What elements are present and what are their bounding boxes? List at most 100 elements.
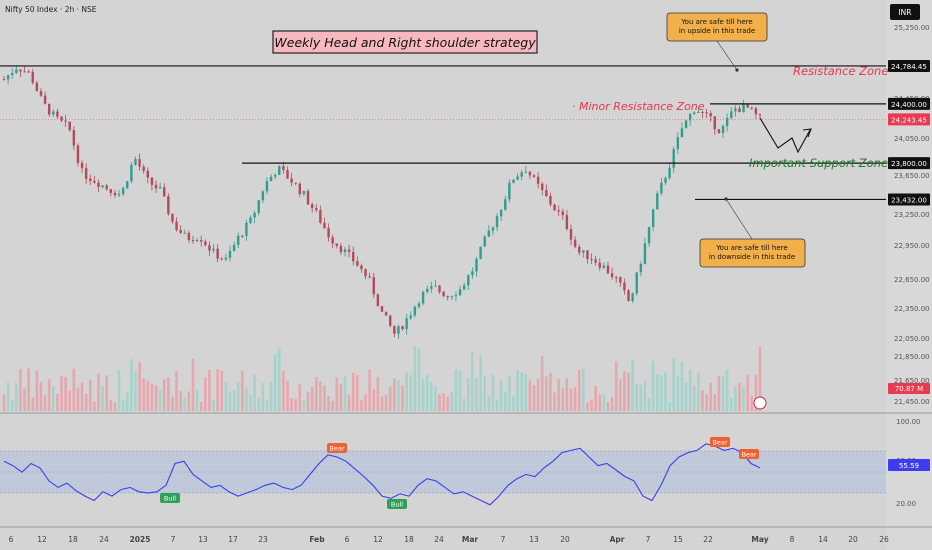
- x-tick-label: 6: [345, 535, 350, 544]
- candle-body: [302, 190, 306, 195]
- candle-body: [434, 285, 437, 287]
- volume-bar: [125, 392, 129, 411]
- volume-bar: [52, 385, 55, 411]
- volume-bar: [356, 375, 359, 411]
- volume-bar: [508, 376, 511, 411]
- volume-bar: [204, 377, 207, 411]
- price-label: 24,400.00: [891, 101, 927, 109]
- x-tick-label: 7: [501, 535, 506, 544]
- rsi-signal-label: Bear: [712, 439, 727, 447]
- candle-body: [216, 248, 219, 259]
- rsi-signal-label: Bull: [391, 501, 403, 509]
- volume-bar: [134, 371, 137, 411]
- candle-body: [742, 104, 745, 113]
- candle-body: [253, 212, 256, 218]
- volume-label: 70.87 M: [895, 385, 923, 393]
- candle-body: [738, 108, 741, 113]
- candle-body: [163, 187, 166, 197]
- volume-bar: [257, 397, 261, 411]
- candle-body: [389, 315, 392, 326]
- volume-bar: [331, 400, 334, 411]
- price-label-bg: [888, 157, 930, 170]
- candle-body: [212, 248, 215, 251]
- y-tick-label: 23,650.00: [894, 172, 930, 180]
- volume-bar: [314, 377, 318, 411]
- x-tick-label: Mar: [462, 535, 479, 544]
- volume-bar: [664, 372, 667, 411]
- volume-bar: [701, 390, 704, 411]
- candle-body: [569, 229, 573, 240]
- volume-bar: [10, 400, 14, 411]
- candle-body: [89, 178, 92, 181]
- candle-body: [261, 191, 265, 201]
- candle-body: [72, 130, 76, 146]
- candle-body: [183, 232, 186, 234]
- candle-body: [578, 246, 581, 253]
- volume-bar: [725, 369, 729, 411]
- candle-body: [80, 162, 84, 169]
- x-tick-label: 23: [258, 535, 268, 544]
- x-tick-label: 6: [9, 535, 14, 544]
- x-tick-label: 14: [818, 535, 828, 544]
- candle-body: [705, 112, 708, 114]
- x-tick-label: 18: [404, 535, 414, 544]
- volume-bar: [561, 388, 565, 411]
- volume-bar: [483, 375, 487, 411]
- volume-bar: [384, 395, 388, 411]
- candle-body: [204, 241, 207, 246]
- volume-bar: [430, 382, 433, 411]
- candle-body: [364, 269, 367, 277]
- volume-bar: [195, 389, 199, 411]
- candle-body: [545, 189, 548, 197]
- volume-bar: [397, 379, 400, 411]
- candle-body: [438, 285, 441, 292]
- candle-body: [536, 176, 540, 184]
- candle-body: [331, 237, 334, 244]
- candle-body: [557, 210, 560, 212]
- volume-bar: [549, 372, 552, 411]
- candle-body: [249, 217, 252, 223]
- candle-body: [327, 228, 330, 238]
- volume-bar: [692, 385, 696, 411]
- candle-body: [598, 262, 601, 268]
- volume-bar: [577, 369, 581, 411]
- candle-body: [528, 171, 532, 176]
- candle-body: [614, 277, 618, 279]
- candle-body: [105, 185, 108, 190]
- candle-body: [84, 168, 88, 179]
- y-tick-label: 22,650.00: [894, 276, 930, 284]
- candle-body: [15, 69, 18, 74]
- y-tick-label: 21,450.00: [894, 398, 930, 406]
- candle-body: [286, 170, 289, 179]
- candle-body: [64, 120, 67, 122]
- candle-body: [265, 181, 269, 192]
- volume-bar: [80, 382, 84, 411]
- volume-bar: [425, 374, 429, 411]
- volume-bar: [101, 385, 104, 411]
- candle-body: [471, 271, 474, 276]
- currency-button-bg[interactable]: [890, 4, 920, 20]
- y-tick-label: 21,650.00: [894, 377, 930, 385]
- candle-body: [541, 183, 544, 190]
- volume-bar: [610, 396, 614, 411]
- upside-note-dot: [735, 68, 739, 72]
- volume-bar: [183, 397, 187, 411]
- volume-bar: [594, 385, 597, 411]
- candle-body: [693, 112, 696, 115]
- volume-bar: [475, 377, 478, 411]
- candle-body: [126, 181, 129, 189]
- volume-bar: [758, 346, 762, 411]
- volume-bar: [738, 382, 741, 411]
- candle-body: [417, 303, 421, 307]
- candle-body: [43, 95, 47, 104]
- candle-body: [475, 258, 478, 272]
- candle-body: [623, 282, 626, 291]
- volume-bar: [684, 382, 688, 411]
- candle-body: [236, 235, 240, 245]
- volume-bar: [442, 393, 445, 411]
- candle-body: [335, 243, 339, 246]
- volume-bar: [343, 376, 347, 411]
- candle-body: [454, 295, 458, 297]
- volume-bar: [220, 370, 224, 411]
